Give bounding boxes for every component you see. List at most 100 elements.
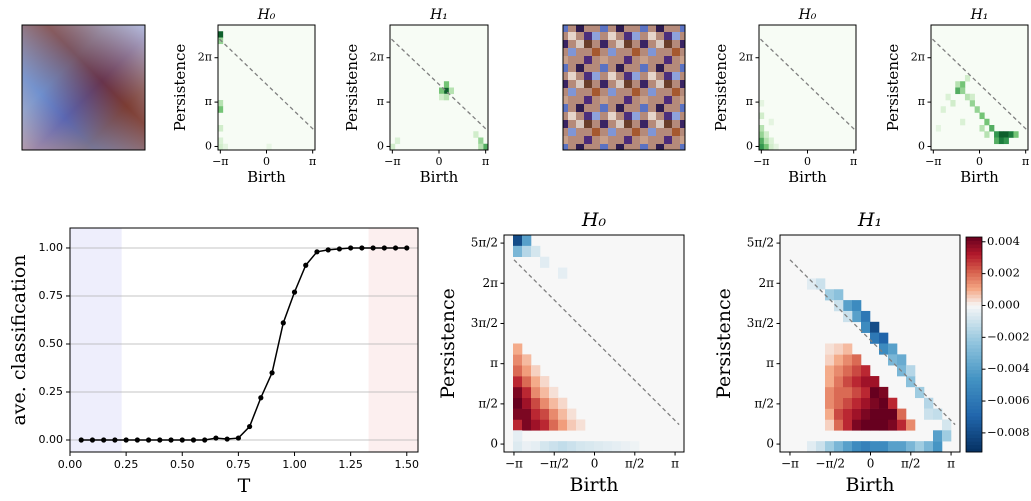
- colorbar-segment: [966, 247, 982, 252]
- heatmap-cell: [960, 118, 966, 126]
- colorbar-segment: [966, 312, 982, 317]
- marker: [280, 320, 286, 326]
- x-axis-label: Birth: [420, 168, 459, 186]
- heatmap-cell: [522, 235, 532, 247]
- colorbar-segment: [966, 280, 982, 284]
- colorbar-segment: [966, 305, 982, 310]
- heatmap-cell: [852, 441, 862, 453]
- heatmap-cell: [852, 365, 862, 377]
- y-tick-label: 0: [918, 139, 925, 152]
- colorbar-segment: [966, 287, 982, 292]
- heatmap-cell: [531, 397, 541, 409]
- colorbar-segment: [966, 387, 982, 392]
- marker: [101, 437, 107, 443]
- heatmap-cell: [870, 321, 880, 333]
- x-tick-label: −π: [753, 155, 769, 168]
- axes-frame: [779, 234, 961, 453]
- colorbar-segment: [966, 366, 982, 370]
- chart-title: H₁: [970, 7, 989, 23]
- heatmap-cell: [852, 419, 862, 431]
- axes-frame: [930, 24, 1029, 151]
- heatmap-cell: [576, 419, 586, 431]
- heatmap-cell: [522, 354, 532, 366]
- marker: [112, 437, 118, 443]
- colorbar-segment: [966, 276, 982, 281]
- heatmap-cell: [825, 397, 835, 409]
- heatmap-cell: [998, 131, 1005, 138]
- heatmap-cell: [950, 100, 956, 107]
- colorbar-segment: [966, 416, 982, 421]
- colorbar-segment: [966, 401, 982, 406]
- colorbar-tick-label: 0.000: [987, 297, 1020, 311]
- colorbar-segment: [966, 419, 982, 424]
- heatmap-cell: [979, 125, 985, 132]
- x-tick-label: 0: [804, 155, 811, 168]
- heatmap-cell: [1003, 137, 1009, 145]
- heatmap-cell: [861, 419, 871, 431]
- heatmap-cell: [522, 245, 532, 257]
- x-tick-label: −π: [212, 155, 228, 168]
- marker: [123, 437, 129, 443]
- x-tick-label: −π: [505, 457, 523, 471]
- heatmap-cell: [843, 441, 853, 453]
- heatmap-cell: [513, 408, 523, 420]
- colorbar-segment: [966, 448, 982, 453]
- x-tick-label: 0.75: [226, 458, 251, 471]
- y-axis-label: Persistence: [437, 288, 459, 399]
- shaded-region: [70, 228, 122, 452]
- colorbar-segment: [966, 394, 982, 399]
- x-tick-label: −π: [384, 155, 400, 168]
- heatmap-cell: [576, 441, 586, 453]
- heatmap-cell: [513, 386, 523, 399]
- heatmap-cell: [222, 143, 228, 151]
- heatmap-cell: [594, 441, 604, 453]
- colorbar-segment: [966, 373, 982, 378]
- heatmap-cell: [390, 143, 396, 151]
- heatmap-cell: [989, 125, 995, 132]
- heatmap-cell: [843, 397, 853, 409]
- heatmap-cell: [906, 376, 916, 388]
- colorbar-segment: [966, 254, 982, 259]
- heatmap-cell: [924, 397, 934, 409]
- heatmap-cell: [540, 419, 550, 431]
- y-axis-label: ave. classification: [8, 254, 30, 425]
- y-tick-label: 2π: [482, 276, 498, 290]
- diagonal: [760, 38, 857, 132]
- heatmap-cell: [852, 300, 862, 312]
- colorbar-frame: [965, 236, 983, 453]
- colorbar-segment: [966, 426, 982, 431]
- colorbar-segment: [966, 355, 982, 360]
- heatmap-cell: [612, 441, 622, 453]
- heatmap-cell: [816, 278, 826, 290]
- heatmap-cell: [768, 143, 774, 151]
- y-axis-label: Persistence: [884, 44, 902, 132]
- heatmap-cell: [807, 278, 817, 290]
- heatmap-cell: [218, 143, 224, 151]
- marker: [404, 245, 410, 251]
- colorbar-segment: [966, 333, 982, 338]
- x-tick-label: −π: [781, 457, 799, 471]
- heatmap-cell: [763, 131, 769, 138]
- heatmap-cell: [558, 408, 568, 420]
- heatmap-cell: [540, 386, 550, 399]
- colorbar-segment: [966, 369, 982, 374]
- heatmap-cell: [513, 419, 523, 431]
- heatmap-cell: [531, 376, 541, 388]
- y-tick-label: π: [746, 95, 753, 108]
- diagonal: [789, 259, 956, 426]
- heatmap-cell: [960, 87, 966, 95]
- heatmap-cell: [870, 386, 880, 399]
- colorbar-segment: [966, 437, 982, 442]
- heatmap-cell: [897, 354, 907, 366]
- heatmap-cell: [870, 397, 880, 409]
- x-tick-label: −π/2: [539, 457, 569, 471]
- heatmap-cell: [852, 310, 862, 323]
- y-tick-label: 2π: [911, 51, 925, 64]
- heatmap-cell: [843, 419, 853, 431]
- heatmap-cell: [852, 408, 862, 420]
- heatmap-cell: [879, 397, 889, 409]
- heatmap-cell: [540, 441, 550, 453]
- x-tick-label: 0.25: [114, 458, 139, 471]
- heatmap-cell: [843, 354, 853, 366]
- heatmap-cell: [549, 386, 559, 399]
